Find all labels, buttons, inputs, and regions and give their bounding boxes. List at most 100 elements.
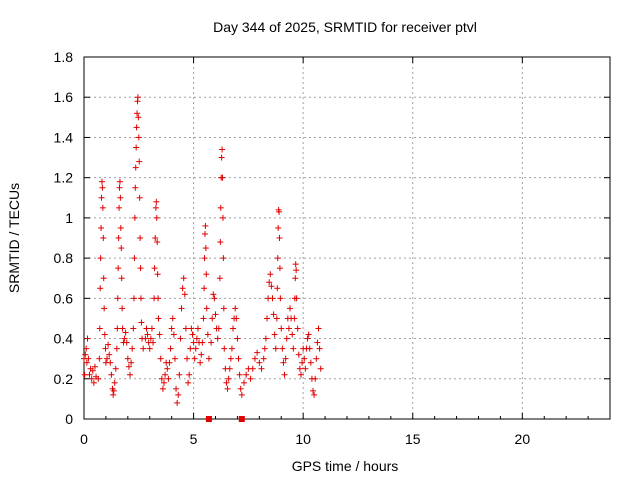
data-point	[200, 315, 207, 322]
data-point	[147, 335, 154, 342]
data-point	[165, 375, 172, 382]
x-tick-label: 10	[295, 431, 311, 447]
y-tick-label: 1	[65, 210, 73, 226]
data-point	[274, 255, 281, 262]
data-point	[111, 379, 118, 386]
data-point	[276, 208, 283, 215]
data-point	[166, 359, 173, 366]
data-point	[277, 295, 284, 302]
data-point	[290, 345, 297, 352]
data-point	[179, 285, 186, 292]
data-point	[100, 235, 107, 241]
data-point	[128, 359, 135, 366]
data-point	[155, 315, 162, 322]
data-point	[122, 329, 129, 336]
data-point	[202, 222, 209, 229]
data-point	[223, 379, 230, 386]
data-point	[130, 325, 137, 332]
data-point	[228, 345, 235, 352]
data-point	[225, 375, 232, 382]
data-point	[191, 355, 198, 362]
data-point	[91, 363, 98, 370]
data-point	[96, 355, 103, 362]
data-point	[96, 325, 103, 332]
data-point	[205, 355, 212, 362]
data-point	[83, 359, 90, 366]
data-point	[156, 331, 163, 338]
y-tick-label: 0.4	[54, 331, 74, 347]
data-point	[184, 355, 191, 362]
data-point	[306, 345, 313, 352]
data-point	[168, 325, 175, 332]
data-point	[98, 224, 105, 231]
data-point	[114, 295, 121, 302]
x-tick-label: 15	[405, 431, 421, 447]
y-tick-label: 0.6	[54, 290, 74, 306]
data-point	[216, 275, 223, 282]
data-point	[132, 164, 139, 171]
data-point	[131, 255, 138, 262]
data-point	[130, 295, 137, 302]
data-point	[266, 279, 273, 286]
data-point	[201, 255, 208, 262]
data-point	[276, 235, 283, 241]
data-point	[99, 204, 106, 211]
data-point	[224, 385, 231, 392]
data-point	[261, 345, 268, 352]
data-point	[238, 391, 245, 398]
data-point	[162, 371, 169, 378]
data-point	[189, 331, 196, 338]
data-point	[258, 365, 265, 372]
data-point	[164, 365, 171, 372]
data-point	[159, 385, 166, 392]
data-point	[194, 325, 201, 332]
data-point	[251, 355, 258, 362]
data-point	[117, 224, 124, 231]
data-point	[167, 345, 174, 352]
data-point	[204, 331, 211, 338]
data-point	[155, 295, 162, 302]
data-point	[137, 265, 144, 272]
data-point	[272, 345, 279, 352]
data-point	[307, 359, 314, 366]
data-point	[101, 305, 108, 312]
data-point	[276, 265, 283, 272]
data-point	[280, 359, 287, 366]
data-point	[285, 325, 292, 332]
data-point	[90, 379, 97, 386]
data-point	[264, 315, 271, 322]
data-point	[133, 124, 140, 131]
data-point	[106, 351, 113, 358]
data-point	[271, 331, 278, 338]
data-point	[221, 345, 228, 352]
data-point	[267, 271, 274, 278]
data-point	[140, 345, 147, 352]
data-points	[81, 94, 324, 422]
data-point	[110, 391, 117, 398]
data-point	[134, 94, 141, 101]
data-point	[314, 339, 321, 346]
data-point	[152, 235, 159, 241]
data-point	[180, 275, 187, 282]
data-point	[311, 391, 318, 398]
data-point	[310, 387, 317, 394]
data-point	[315, 325, 322, 332]
data-point	[115, 265, 122, 272]
data-point	[160, 379, 167, 386]
data-point	[305, 331, 312, 338]
data-point	[220, 305, 227, 312]
data-point	[138, 319, 145, 326]
data-point	[281, 371, 288, 378]
data-point	[171, 355, 178, 362]
data-point	[117, 194, 124, 201]
data-point	[101, 331, 108, 338]
data-point	[208, 339, 215, 346]
data-point	[135, 134, 142, 141]
data-point	[86, 371, 93, 378]
chart-title: Day 344 of 2025, SRMTID for receiver ptv…	[213, 19, 477, 35]
data-point	[312, 375, 319, 382]
data-point	[193, 335, 200, 342]
data-point	[230, 325, 237, 332]
data-point	[153, 198, 160, 205]
